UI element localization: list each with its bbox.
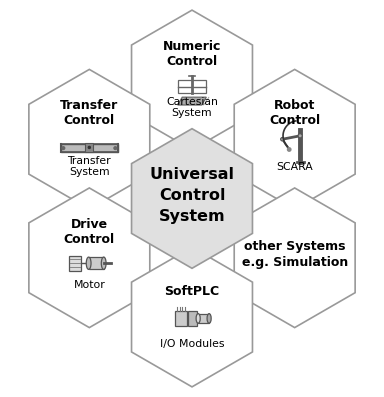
Text: Drive
Control: Drive Control — [64, 218, 115, 246]
Ellipse shape — [207, 314, 211, 323]
Text: Cartesian
System: Cartesian System — [166, 96, 218, 118]
Ellipse shape — [86, 257, 91, 270]
Circle shape — [62, 147, 65, 150]
Bar — [61, 145, 118, 152]
Polygon shape — [234, 188, 355, 328]
Polygon shape — [178, 97, 206, 105]
Text: SCARA: SCARA — [276, 162, 313, 172]
Circle shape — [298, 134, 302, 138]
Circle shape — [114, 147, 117, 150]
Bar — [198, 314, 209, 323]
Circle shape — [88, 146, 90, 148]
Text: Universal
Control
System: Universal Control System — [149, 167, 235, 224]
Text: other Systems
e.g. Simulation: other Systems e.g. Simulation — [242, 240, 348, 269]
Text: I/O Modules: I/O Modules — [160, 339, 224, 349]
Text: Motor: Motor — [73, 280, 105, 290]
Bar — [89, 257, 104, 270]
Polygon shape — [132, 247, 252, 387]
Text: Transfer
Control: Transfer Control — [60, 99, 118, 127]
Ellipse shape — [101, 257, 106, 270]
Circle shape — [288, 148, 291, 151]
Circle shape — [281, 137, 284, 141]
Bar — [69, 256, 81, 271]
Polygon shape — [29, 188, 150, 328]
Bar — [188, 311, 197, 326]
Text: Numeric
Control: Numeric Control — [163, 40, 221, 68]
Polygon shape — [29, 69, 150, 209]
Ellipse shape — [196, 314, 200, 323]
Bar — [178, 80, 206, 93]
Text: Transfer
System: Transfer System — [68, 156, 111, 177]
Polygon shape — [234, 69, 355, 209]
Bar — [175, 311, 187, 326]
Text: Robot
Control: Robot Control — [269, 99, 320, 127]
Polygon shape — [132, 129, 252, 268]
Text: SoftPLC: SoftPLC — [164, 285, 220, 297]
Polygon shape — [132, 10, 252, 150]
Bar — [85, 143, 93, 152]
